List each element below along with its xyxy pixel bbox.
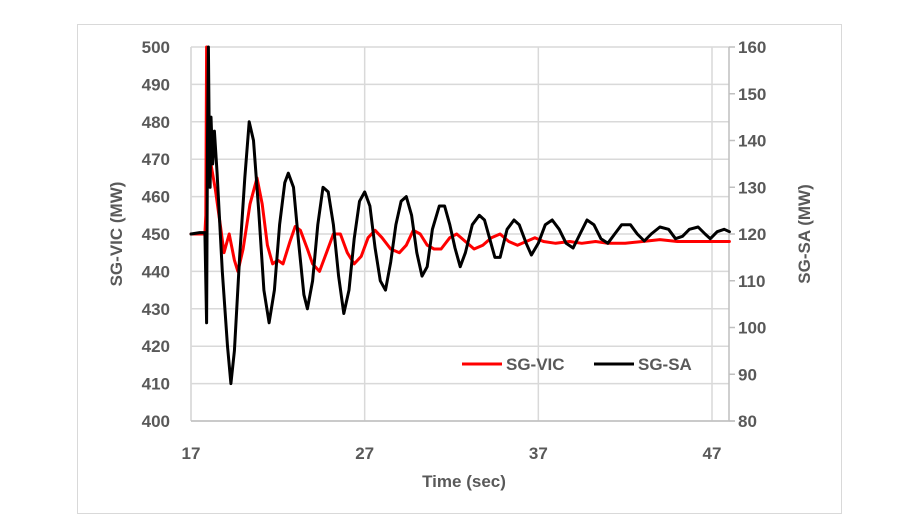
- tick-labels: 400 410 420 430 440 450 460 470 480 490 500 17 27 37 4…: [142, 38, 767, 463]
- y-tick-label-right: 140: [738, 132, 766, 151]
- y-tick-label-right: 110: [738, 272, 765, 291]
- y-tick-label-left: 420: [142, 337, 170, 356]
- legend-label-sg-vic: SG-VIC: [506, 355, 565, 374]
- y-tick-label-left: 440: [142, 262, 170, 281]
- legend: SG-VIC SG-SA: [462, 355, 692, 374]
- y-tick-label-right: 150: [738, 85, 766, 104]
- y-tick-label-left: 430: [142, 300, 170, 319]
- x-axis-title: Time (sec): [422, 472, 506, 491]
- y-tick-label-left: 450: [142, 225, 170, 244]
- y-tick-label-left: 460: [142, 188, 170, 207]
- y-tick-label-right: 130: [738, 178, 766, 197]
- y-tick-label-left: 400: [142, 412, 170, 431]
- y-tick-label-right: 160: [738, 38, 766, 57]
- y-axis-title-right: SG-SA (MW): [795, 184, 814, 283]
- legend-label-sg-sa: SG-SA: [638, 355, 692, 374]
- y-tick-label-right: 120: [738, 225, 766, 244]
- y-tick-label-left: 500: [142, 38, 170, 57]
- x-tick-label: 17: [182, 444, 201, 463]
- y-tick-label-left: 470: [142, 150, 170, 169]
- y-tick-label-right: 100: [738, 319, 766, 338]
- y-tick-label-right: 90: [738, 365, 757, 384]
- axes: [190, 46, 735, 422]
- data-series: [189, 45, 731, 386]
- x-tick-label: 47: [703, 444, 722, 463]
- y-tick-label-right: 80: [738, 412, 757, 431]
- y-tick-label-left: 410: [142, 375, 170, 394]
- x-tick-label: 37: [529, 444, 548, 463]
- series-line-sg-sa: [189, 45, 731, 386]
- x-tick-label: 27: [355, 444, 374, 463]
- y-tick-label-left: 490: [142, 75, 170, 94]
- y-tick-label-left: 480: [142, 113, 170, 132]
- y-axis-title-left: SG-VIC (MW): [107, 182, 126, 287]
- series-line-sg-vic: [189, 45, 731, 273]
